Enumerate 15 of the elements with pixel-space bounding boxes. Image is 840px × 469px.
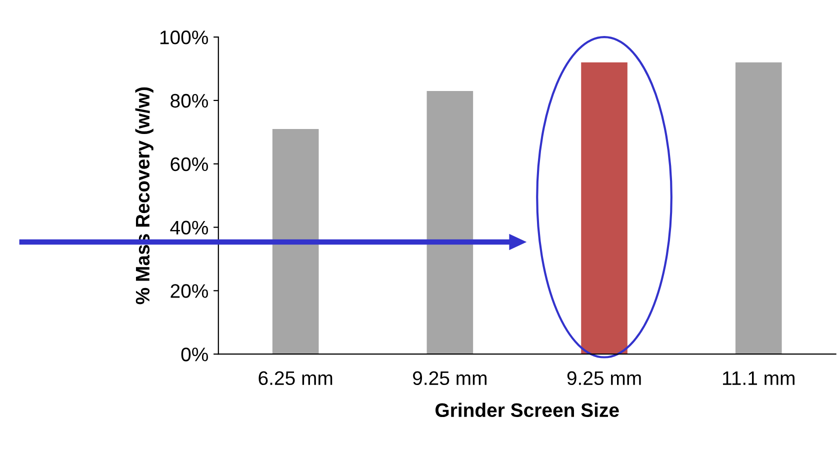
x-axis-title: Grinder Screen Size [436, 402, 619, 418]
x-tick-label: 9.25 mm [567, 371, 641, 386]
bar [581, 62, 628, 354]
y-tick-label: 0% [181, 348, 208, 362]
y-tick-label: 80% [170, 94, 208, 108]
bar [426, 90, 474, 354]
y-tick-label: 40% [170, 220, 208, 235]
x-tick-label: 9.25 mm [413, 371, 486, 386]
x-tick-label: 11.1 mm [723, 371, 794, 385]
y-tick-label: 60% [170, 157, 208, 172]
y-tick-label: 100% [160, 30, 208, 44]
x-tick-label: 6.25 mm [258, 371, 332, 386]
y-tick-label: 20% [170, 284, 208, 298]
bar [735, 62, 782, 354]
bar [272, 128, 319, 354]
